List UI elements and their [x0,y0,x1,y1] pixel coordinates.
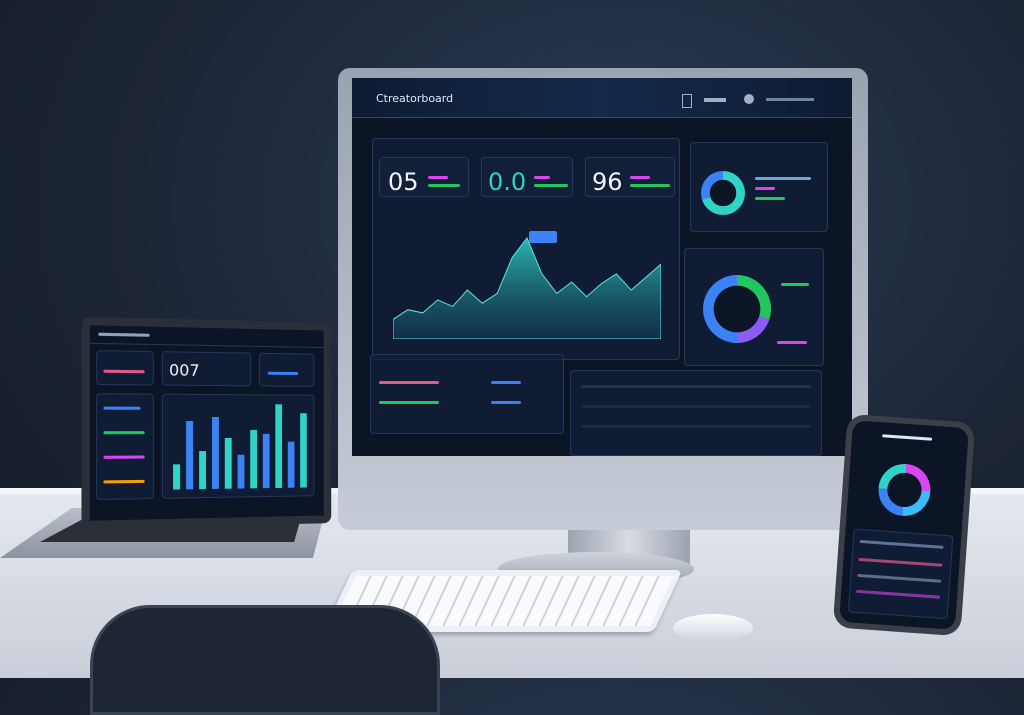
kpi-value: 96 [592,168,623,196]
header-text [704,98,726,102]
area-series [393,237,661,339]
bar [224,437,232,489]
kpi-card: 05 [379,157,469,197]
bar [199,450,207,490]
donut-panel-bottom [684,248,824,366]
bar [300,412,307,488]
laptop-kpi-card: 007 [161,351,252,387]
laptop-card [96,350,154,386]
bar [275,404,283,488]
area-chart [393,237,661,339]
laptop-header [89,325,324,349]
laptop-card [258,352,315,387]
laptop-sidebar-panel [96,393,154,501]
phone-table [847,528,954,620]
logo-text: Ctreatorboard [376,92,454,105]
donut-panel-top [690,142,828,232]
bar [173,463,181,490]
data-table-right [570,370,822,456]
kpi-value: 007 [169,360,200,380]
kpi-value: 05 [388,168,419,196]
laptop-bar-chart [161,393,315,499]
notification-icon[interactable] [682,94,692,108]
chart-tooltip [529,231,557,243]
bar [211,416,219,489]
bar [262,433,270,489]
user-icon[interactable] [744,94,754,104]
chair [90,605,440,715]
kpi-value: 0.0 [488,168,527,196]
bar [237,454,245,489]
donut-chart [701,171,745,215]
bar [250,429,258,489]
donut-chart [703,275,771,343]
overview-panel: 05 0.0 96 [372,138,680,360]
dashboard-header: Ctreatorboard [352,78,852,118]
laptop-screen: 007 [81,316,332,530]
data-table-left [370,354,564,434]
smartphone [832,413,976,637]
kpi-card: 96 [585,157,675,197]
bar [287,441,295,488]
user-name [766,98,814,101]
bar [186,420,194,490]
monitor-screen: Ctreatorboard 05 0.0 96 [352,78,852,456]
phone-donut-chart [876,462,933,518]
kpi-card: 0.0 [481,157,573,197]
mouse [673,614,753,642]
